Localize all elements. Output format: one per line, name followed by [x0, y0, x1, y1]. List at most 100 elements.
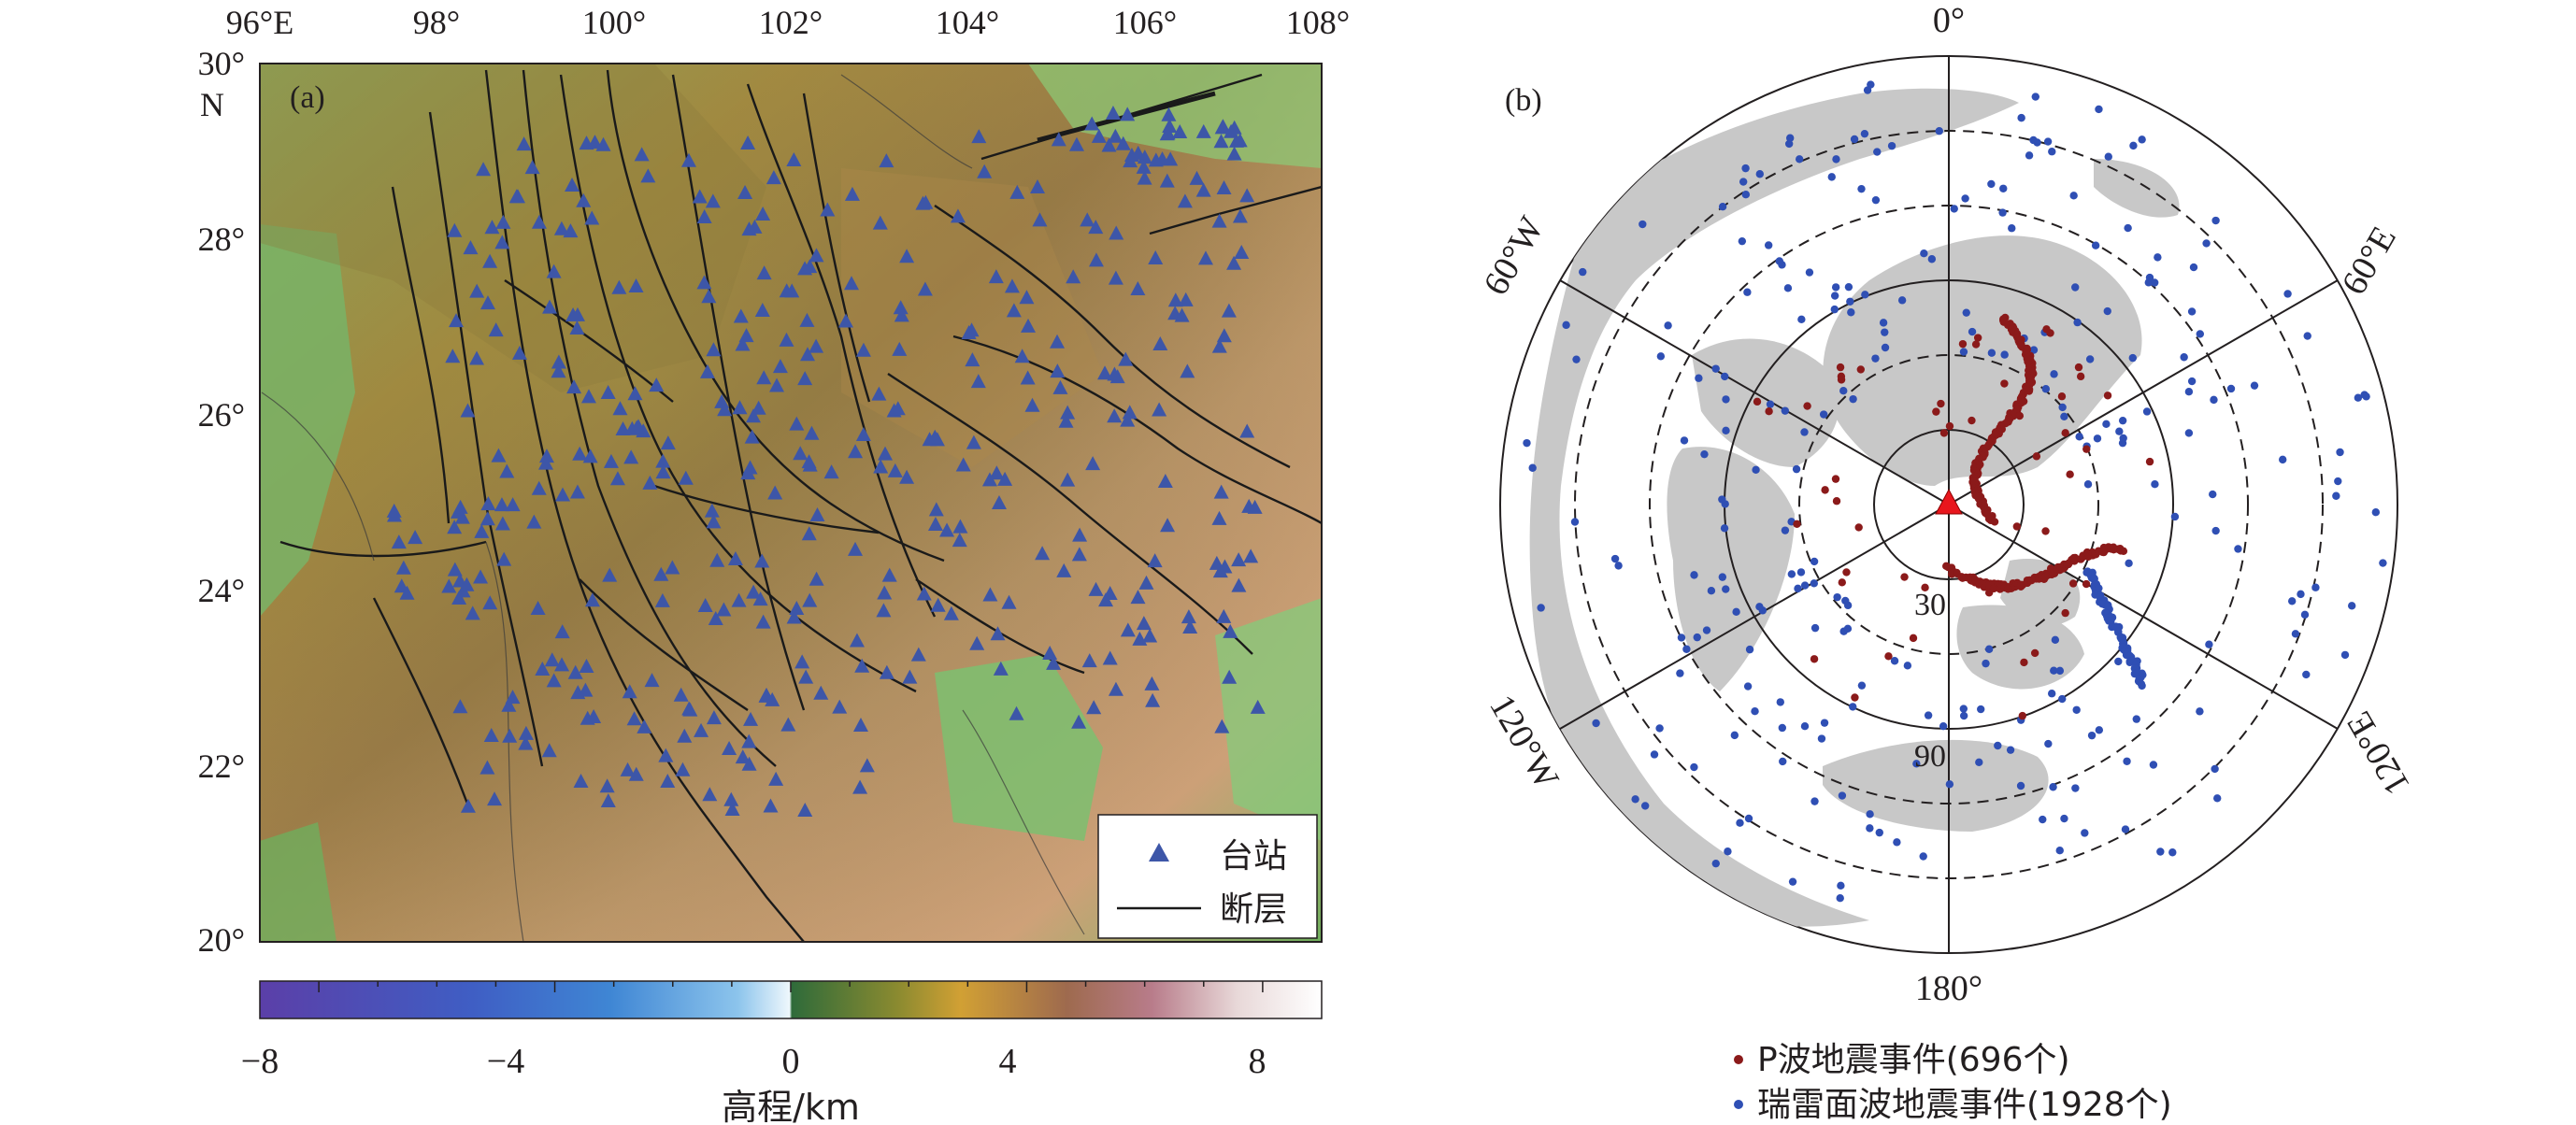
p-wave-event-dot — [1884, 652, 1893, 661]
p-wave-event-dot — [1937, 399, 1945, 408]
rayleigh-event-dot — [2371, 508, 2381, 517]
station-triangle — [797, 803, 813, 818]
p-wave-event-dot — [1900, 573, 1909, 581]
station-triangle — [675, 762, 691, 776]
center-station-icon — [1935, 488, 1963, 515]
p-wave-event-dot — [2000, 379, 2009, 388]
p-wave-event-dot — [1968, 416, 1976, 425]
rayleigh-event-dot — [1844, 282, 1853, 292]
station-triangle — [724, 802, 740, 817]
rayleigh-event-dot — [1827, 173, 1836, 181]
station-triangle — [789, 416, 805, 431]
p-wave-event-dot — [1832, 497, 1841, 506]
rayleigh-event-dot — [2075, 433, 2083, 441]
station-triangle — [930, 597, 946, 612]
station-triangle — [449, 313, 465, 328]
map-legend: 台站 断层 — [1097, 814, 1318, 939]
station-triangle — [612, 401, 628, 416]
station-triangle — [518, 735, 534, 750]
p-wave-event-dot — [2042, 325, 2051, 334]
rayleigh-event-dot — [2209, 490, 2217, 499]
rayleigh-event-dot — [1656, 352, 1666, 361]
station-triangle — [1159, 126, 1175, 141]
station-triangle — [754, 553, 770, 568]
station-triangle — [943, 605, 959, 620]
rayleigh-event-dot — [1833, 592, 1841, 602]
station-triangle — [553, 221, 569, 235]
station-triangle — [848, 444, 864, 459]
station-triangle — [740, 465, 756, 480]
rayleigh-event-dot — [2211, 526, 2220, 535]
rayleigh-event-dot — [1879, 319, 1888, 327]
station-triangle — [544, 652, 560, 667]
p-wave-event-dot — [1810, 655, 1819, 663]
station-triangle — [765, 691, 780, 706]
colorbar-tick-label: 8 — [1249, 1042, 1267, 1081]
station-triangle — [755, 206, 771, 221]
rayleigh-event-dot — [1537, 604, 1545, 612]
p-wave-event-dot — [1838, 578, 1846, 587]
rayleigh-event-dot — [1820, 719, 1829, 727]
station-triangle — [1161, 107, 1177, 121]
station-triangle — [746, 584, 762, 599]
station-triangle — [990, 626, 1006, 641]
station-triangle — [682, 702, 698, 717]
station-triangle — [655, 464, 671, 479]
station-triangle — [910, 647, 926, 662]
lon-tick-labels: 96°E 98° 100° 102° 104° 106° 108° — [226, 4, 1350, 41]
panel-b-label: (b) — [1505, 83, 1542, 118]
rayleigh-event-dot — [1766, 400, 1775, 408]
station-triangle — [1215, 119, 1231, 134]
p-wave-event-dot — [2041, 527, 2050, 535]
rayleigh-event-dot — [1718, 573, 1727, 581]
station-triangle — [1195, 182, 1211, 197]
station-triangle — [1088, 220, 1104, 235]
elevation-relief — [260, 64, 1322, 942]
station-triangle — [881, 567, 897, 582]
p-wave-event-dot — [2061, 608, 2069, 618]
rayleigh-event-dot — [1797, 315, 1806, 324]
rayleigh-event-dot — [1523, 438, 1531, 448]
station-triangle — [1212, 563, 1228, 578]
station-triangle — [1195, 123, 1211, 138]
rayleigh-event-dot — [1977, 705, 1985, 714]
station-triangle — [952, 519, 968, 534]
rayleigh-event-dot — [1832, 155, 1840, 164]
station-triangle — [622, 684, 637, 699]
station-triangle — [769, 377, 785, 392]
station-triangle — [879, 664, 894, 679]
station-triangle — [1088, 252, 1104, 267]
station-triangle — [665, 560, 680, 575]
station-triangle — [1102, 650, 1118, 665]
rayleigh-event-dot — [1857, 184, 1866, 193]
rayleigh-event-dot — [1836, 893, 1844, 903]
station-triangle — [495, 214, 511, 229]
station-triangle — [1130, 280, 1146, 295]
rayleigh-event-dot — [1796, 568, 1806, 577]
rayleigh-event-dot — [1847, 308, 1855, 317]
station-triangle — [1222, 669, 1238, 684]
station-triangle — [573, 774, 589, 789]
station-triangle — [701, 289, 717, 304]
station-triangle — [640, 168, 656, 183]
rayleigh-event-dot — [2049, 783, 2057, 791]
station-triangle — [1071, 547, 1087, 562]
station-triangle — [660, 435, 676, 450]
station-triangle — [1239, 188, 1255, 203]
rayleigh-event-dot — [1962, 308, 1970, 317]
station-triangle — [916, 586, 932, 601]
rayleigh-event-dot — [1614, 562, 1623, 570]
station-triangle — [502, 728, 518, 743]
rayleigh-event-dot — [2142, 407, 2152, 416]
rayleigh-event-dot — [1736, 819, 1744, 827]
rayleigh-event-dot — [1751, 707, 1759, 716]
station-triangle — [798, 669, 814, 684]
rayleigh-event-dot — [1718, 495, 1726, 504]
rayleigh-event-dot — [2071, 784, 2080, 792]
station-triangle — [794, 654, 810, 669]
station-triangle — [460, 798, 476, 813]
rayleigh-event-dot — [2072, 705, 2081, 714]
station-triangle — [717, 402, 733, 417]
station-triangle — [637, 719, 652, 733]
station-triangle — [546, 673, 562, 688]
